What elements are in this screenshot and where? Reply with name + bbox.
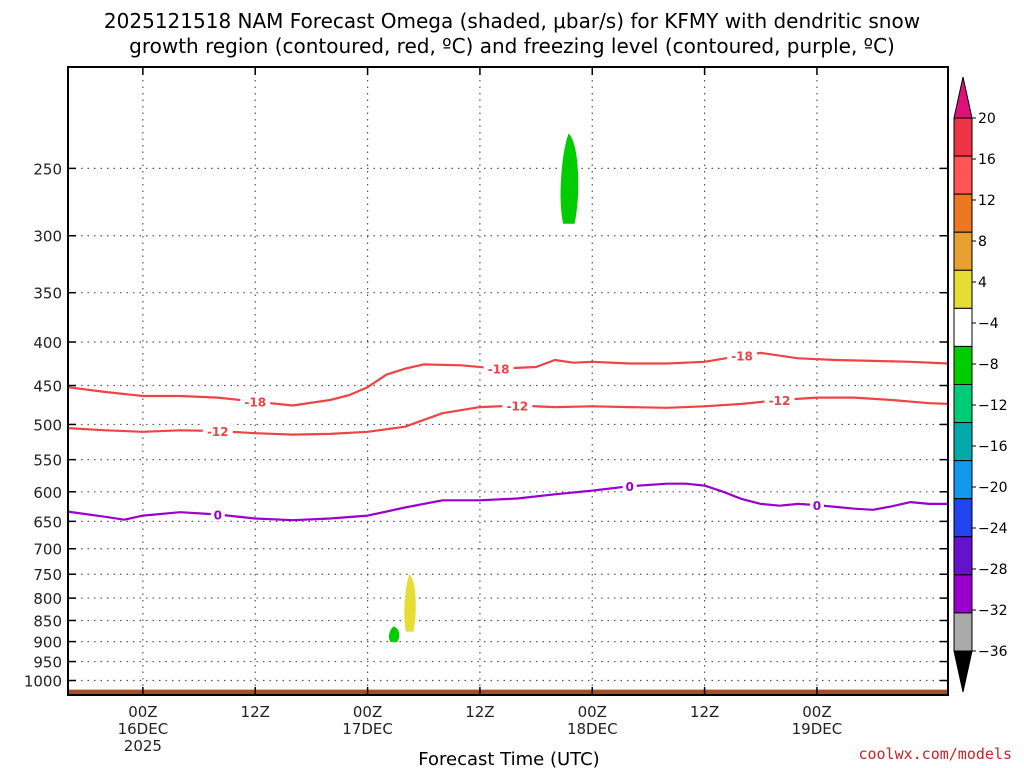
colorbar-label: −24 — [978, 521, 1008, 537]
x-tick-label: 12Z — [241, 703, 270, 721]
x-axis-label: Forecast Time (UTC) — [418, 749, 599, 768]
contour-label-bg — [502, 398, 533, 413]
y-tick-label: 250 — [33, 160, 62, 178]
colorbar-label: −4 — [978, 316, 999, 332]
x-tick-label: 2025 — [124, 737, 162, 755]
y-tick-label: 450 — [33, 378, 62, 396]
y-tick-label: 600 — [33, 484, 62, 502]
y-tick-label: 300 — [33, 228, 62, 246]
colorbar-label: −8 — [978, 357, 999, 373]
colorbar-swatch — [953, 231, 973, 271]
contour-label: -12 — [207, 425, 229, 439]
omega-shaded-region — [560, 133, 579, 224]
colorbar-swatch — [953, 307, 973, 347]
y-tick-label: 750 — [33, 566, 62, 584]
colorbar-swatch — [953, 384, 973, 424]
y-tick-label: 800 — [33, 590, 62, 608]
contour-label-bg — [764, 393, 795, 408]
chart-title-line1: 2025121518 NAM Forecast Omega (shaded, μ… — [104, 9, 920, 33]
colorbar-legend: 20 16 12 8 4 −4 −8 −12 −16 −20 −24 −28 −32 −36 — [953, 76, 1008, 693]
y-tick-label: 550 — [33, 452, 62, 470]
contour-label-bg — [240, 394, 271, 409]
colorbar-label: −20 — [978, 480, 1008, 496]
gridlines — [68, 67, 948, 695]
colorbar-label: 20 — [978, 111, 996, 127]
colorbar-label: 12 — [978, 193, 996, 209]
contour-label: -12 — [769, 394, 791, 408]
x-tick-label: 00Z — [802, 703, 831, 721]
contour-label: 0 — [214, 508, 222, 522]
colorbar-label: −12 — [978, 398, 1008, 414]
y-tick-label: 650 — [33, 513, 62, 531]
contour-label-bg — [809, 498, 824, 513]
contour-label: -12 — [507, 399, 529, 413]
contour-label-bg — [622, 479, 637, 494]
colorbar-swatch — [953, 612, 973, 652]
colorbar-label: −28 — [978, 562, 1008, 578]
omega-shaded-region — [404, 574, 416, 632]
colorbar-swatch — [953, 269, 973, 309]
colorbar-swatch — [953, 345, 973, 385]
colorbar-label: −36 — [978, 644, 1008, 660]
y-tick-label: 850 — [33, 612, 62, 630]
colorbar-swatch — [953, 498, 973, 538]
colorbar-swatch — [953, 536, 973, 576]
chart-title-line2: growth region (contoured, red, ºC) and f… — [129, 34, 895, 58]
contour-label: 0 — [813, 499, 821, 513]
plot-frame — [67, 66, 949, 696]
colorbar-swatch — [953, 117, 973, 157]
colorbar-swatch — [953, 193, 973, 233]
y-tick-label: 350 — [33, 285, 62, 303]
y-tick-label: 1000 — [24, 673, 62, 691]
y-tick-label: 950 — [33, 654, 62, 672]
terrain-fill — [68, 689, 948, 695]
colorbar-label: 4 — [978, 275, 987, 291]
y-tick-label: 900 — [33, 634, 62, 652]
terrain-ground — [68, 689, 948, 695]
plot-background — [68, 67, 948, 695]
x-tick-label: 16DEC — [118, 720, 169, 738]
colorbar-label: 8 — [978, 234, 987, 250]
contour-label: -18 — [731, 350, 753, 364]
omega-shaded-region — [388, 626, 400, 643]
y-tick-label: 700 — [33, 541, 62, 559]
colorbar-under-triangle — [953, 650, 973, 693]
colorbar-swatch — [953, 460, 973, 500]
credit-watermark: coolwx.com/models — [858, 745, 1012, 763]
contour-label-bg — [210, 507, 225, 522]
colorbar-label: −16 — [978, 439, 1008, 455]
colorbar-swatch — [953, 155, 973, 195]
contour-label: -18 — [244, 396, 266, 410]
x-tick-label: 17DEC — [342, 720, 393, 738]
contour-label-bg — [727, 348, 758, 363]
colorbar-label: 16 — [978, 152, 996, 168]
omega-shaded-regions — [388, 133, 579, 643]
x-tick-label: 00Z — [578, 703, 607, 721]
colorbar-swatch — [953, 574, 973, 614]
plot-border — [67, 66, 949, 696]
contour-label: 0 — [626, 480, 634, 494]
y-axis-ticks: 250 300 350 400 450 500 550 600 650 700 750 800 850 9… — [24, 160, 948, 691]
colorbar-label: −32 — [978, 603, 1008, 619]
x-tick-label: 18DEC — [567, 720, 618, 738]
y-tick-label: 400 — [33, 334, 62, 352]
contour-label-bg — [202, 424, 233, 439]
colorbar-over-triangle — [953, 76, 973, 119]
x-tick-label: 19DEC — [792, 720, 843, 738]
y-tick-label: 500 — [33, 416, 62, 434]
contour-label: -18 — [488, 363, 510, 377]
plot-area — [68, 67, 948, 695]
x-tick-label: 12Z — [465, 703, 494, 721]
contour-lines: -18 -18 -18 -12 -12 -12 0 0 0 — [67, 348, 949, 522]
colorbar-swatch — [953, 422, 973, 462]
x-tick-label: 00Z — [353, 703, 382, 721]
contour-label-bg — [483, 361, 514, 376]
x-tick-label: 00Z — [128, 703, 157, 721]
x-tick-label: 12Z — [690, 703, 719, 721]
